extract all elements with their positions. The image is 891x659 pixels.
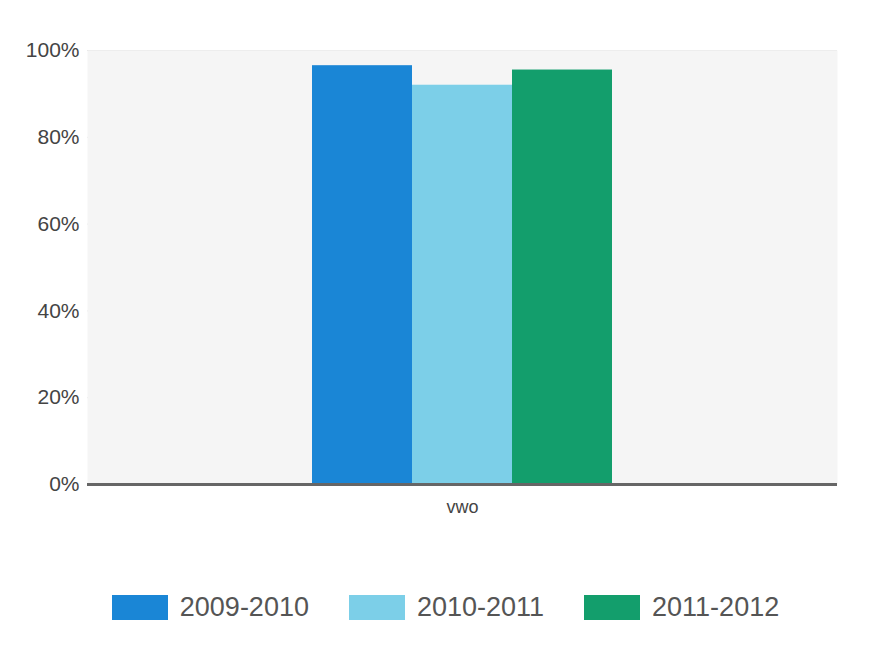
html-text:2011-2012: 2011-2012: [652, 592, 780, 622]
svg-text:vwo: vwo: [446, 497, 478, 517]
html-text:2010-2011: 2010-2011: [416, 592, 545, 622]
svg-text:20%: 20%: [37, 385, 79, 408]
svg-text:0%: 0%: [49, 472, 79, 495]
svg-text:60%: 60%: [37, 212, 79, 235]
svg-text:80%: 80%: [37, 125, 79, 148]
svg-text:40%: 40%: [37, 299, 79, 322]
svg-text:100%: 100%: [26, 38, 80, 61]
html-text:2009-2010: 2009-2010: [179, 592, 309, 622]
